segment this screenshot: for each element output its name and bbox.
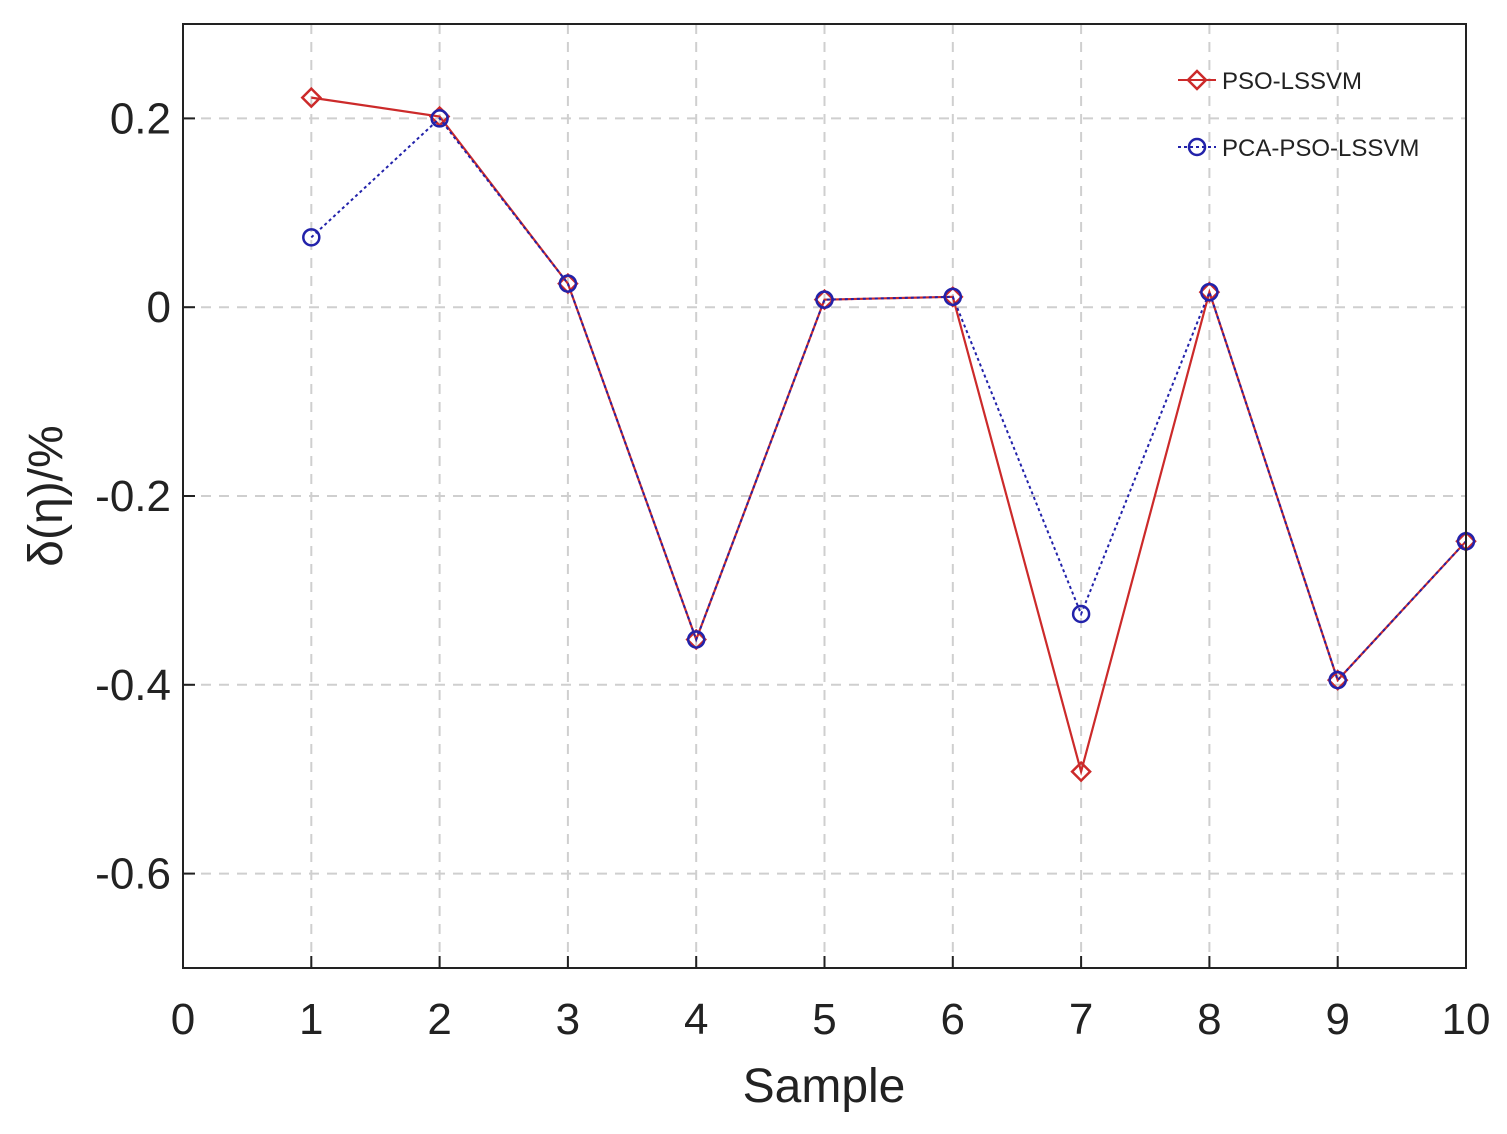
legend-entry: PSO-LSSVM: [1178, 68, 1362, 95]
data-point: [302, 228, 321, 247]
x-axis-title: Sample: [743, 1060, 906, 1113]
series-pca-pso-lssvm: [302, 109, 1476, 690]
y-tick-label: 0: [147, 283, 171, 332]
y-tick-label: -0.2: [95, 472, 171, 521]
series-layer: [300, 86, 1477, 783]
data-point: [943, 287, 963, 307]
data-point: [1328, 670, 1347, 690]
legend-marker: [1186, 69, 1208, 91]
legend-label: PSO-LSSVM: [1222, 68, 1362, 95]
data-point: [430, 109, 449, 128]
y-axis: 0.2 0 -0.2 -0.4 -0.6: [95, 94, 195, 899]
x-tick-label: 10: [1442, 995, 1491, 1044]
data-point: [1071, 604, 1091, 624]
y-tick-label: -0.4: [95, 661, 171, 710]
grid: [183, 24, 1466, 968]
x-tick-label: 6: [941, 995, 965, 1044]
series-line: [310, 116, 1467, 683]
x-tick-label: 3: [556, 995, 580, 1044]
x-tick-label: 7: [1069, 995, 1093, 1044]
y-tick-label: 0.2: [110, 94, 171, 143]
legend-label: PCA-PSO-LSSVM: [1222, 135, 1419, 162]
legend-marker: [1187, 137, 1207, 157]
x-axis: 0 1 2 3 4 5 6 7 8 9 10: [171, 956, 1491, 1044]
x-tick-label: 1: [299, 995, 323, 1044]
data-point: [1070, 760, 1092, 783]
data-point: [300, 86, 323, 109]
x-tick-label: 0: [171, 995, 195, 1044]
x-tick-label: 2: [427, 995, 451, 1044]
legend-entry: PCA-PSO-LSSVM: [1178, 135, 1419, 162]
x-tick-label: 9: [1325, 995, 1349, 1044]
x-tick-label: 4: [684, 995, 708, 1044]
data-point: [686, 630, 706, 649]
data-point: [558, 274, 578, 293]
y-axis-title: δ(η)/%: [20, 425, 73, 566]
y-tick-label: -0.6: [95, 850, 171, 899]
data-point: [1200, 282, 1219, 302]
x-tick-label: 8: [1197, 995, 1221, 1044]
x-tick-label: 5: [812, 995, 836, 1044]
data-point: [815, 290, 834, 309]
legend: PSO-LSSVM PCA-PSO-LSSVM: [1178, 68, 1419, 162]
